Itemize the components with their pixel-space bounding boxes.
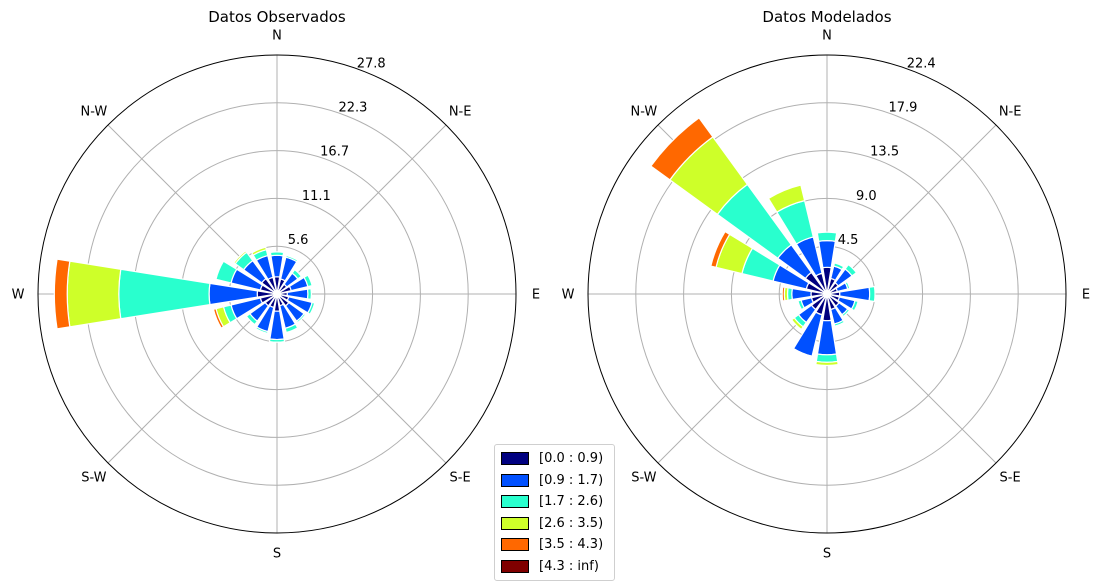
direction-label-n-e: N-E: [999, 104, 1022, 119]
bar-segment-dir247.5-bin2: [797, 299, 806, 311]
legend: [0.0 : 0.9) [0.9 : 1.7) [1.7 : 2.6) [2.6 : …: [494, 444, 615, 581]
radial-tick-label: 5.6: [288, 233, 309, 248]
bar-segment-dir135-bin2: [295, 312, 307, 324]
windrose-panel-1: 5.6 11.1 16.7 22.3 27.8 N N-E E S-E S S-W W N-W Datos…: [12, 8, 541, 562]
direction-label-s: S: [273, 547, 281, 562]
direction-label-e: E: [532, 288, 540, 303]
direction-label-n-w: N-W: [80, 104, 107, 119]
bar-segment-dir22.5-bin2: [833, 262, 845, 271]
legend-entry: [0.0 : 0.9): [501, 448, 614, 470]
direction-label-n-w: N-W: [630, 104, 657, 119]
bar-segment-dir45-bin2: [844, 263, 858, 277]
direction-label-s-e: S-E: [450, 471, 471, 486]
bar-segment-dir90-bin2: [306, 287, 312, 301]
bar-segment-dir202.5-bin2: [255, 326, 269, 335]
bar-segment-dir22.5-bin2: [285, 254, 299, 263]
bar-segment-dir225-bin3: [790, 316, 805, 331]
bar-segment-dir0-bin1: [817, 240, 837, 269]
radial-tick-label: 16.7: [320, 145, 349, 160]
bar-segment-dir112.5-bin2: [850, 300, 859, 312]
legend-swatch: [501, 538, 529, 552]
direction-label-s-w: S-W: [81, 471, 106, 486]
legend-label: [3.5 : 4.3): [539, 537, 604, 553]
bar-segment-dir180-bin1: [816, 319, 838, 356]
chart-title: Datos Modelados: [762, 8, 891, 26]
direction-label-n: N: [272, 29, 282, 44]
radial-tick-label: 11.1: [302, 189, 331, 204]
radial-tick-label: 9.0: [856, 189, 877, 204]
direction-gridline: [107, 293, 278, 464]
direction-label-s-e: S-E: [1000, 471, 1021, 486]
bar-segment-dir0-bin1: [270, 254, 284, 278]
bar-segment-dir90-bin2: [868, 285, 876, 303]
legend-entry: [2.6 : 3.5): [501, 513, 614, 535]
legend-swatch: [501, 495, 529, 509]
bar-segment-dir180-bin3: [815, 360, 839, 367]
legend-entry: [1.7 : 2.6): [501, 491, 614, 513]
direction-label-e: E: [1082, 288, 1090, 303]
bar-segment-dir180-bin2: [268, 338, 286, 343]
direction-gridline: [826, 124, 997, 295]
legend-label: [2.6 : 3.5): [539, 515, 604, 531]
direction-label-s: S: [823, 547, 831, 562]
legend-label: [1.7 : 2.6): [539, 494, 604, 510]
radial-tick-label: 4.5: [838, 233, 859, 248]
bar-segment-dir157.5-bin2: [833, 319, 846, 327]
radial-tick-label: 22.3: [338, 101, 367, 116]
polar-frame: [587, 54, 1067, 534]
bar-segment-dir180-bin2: [815, 353, 839, 363]
bar-segment-dir112.5-bin2: [306, 301, 316, 316]
bar-segment-dir202.5-bin2: [792, 347, 813, 359]
bar-segment-dir315-bin4: [650, 117, 714, 181]
bar-segment-dir247.5-bin4: [212, 307, 225, 329]
radial-tick-label: 17.9: [888, 101, 917, 116]
bar-segment-dir270-bin4: [781, 286, 786, 302]
direction-gridline: [276, 124, 447, 295]
bar-segment-dir270-bin2: [118, 268, 211, 320]
chart-title: Datos Observados: [208, 8, 346, 26]
radial-tick-label: 27.8: [357, 56, 386, 71]
direction-label-n-e: N-E: [449, 104, 472, 119]
bar-segment-dir67.5-bin2: [303, 274, 313, 288]
bar-segment-dir337.5-bin3: [767, 184, 806, 213]
direction-gridline: [276, 293, 447, 464]
bar-segment-dir270-bin3: [66, 260, 122, 328]
bar-segment-dir225-bin2: [245, 312, 259, 326]
bar-segment-dir0-bin2: [269, 251, 285, 257]
bar-segment-dir315-bin3: [233, 250, 248, 265]
legend-label: [0.0 : 0.9): [539, 451, 604, 467]
bar-segment-dir67.5-bin2: [844, 280, 851, 290]
bar-segment-dir292.5-bin4: [710, 230, 731, 269]
legend-entry: [3.5 : 4.3): [501, 534, 614, 556]
legend-swatch: [501, 559, 529, 573]
bars: [53, 246, 316, 343]
legend-swatch: [501, 452, 529, 466]
bar-segment-dir0-bin2: [816, 231, 838, 242]
legend-entry: [4.3 : inf): [501, 556, 614, 578]
bars: [650, 117, 876, 367]
legend-label: [4.3 : inf): [539, 558, 599, 574]
legend-entry: [0.9 : 1.7): [501, 470, 614, 492]
direction-label-n: N: [822, 29, 832, 44]
direction-label-s-w: S-W: [631, 471, 656, 486]
legend-swatch: [501, 516, 529, 530]
bar-segment-dir270-bin1: [791, 287, 812, 301]
bar-segment-dir292.5-bin2: [215, 260, 238, 284]
polar-frame: [37, 54, 517, 534]
bar-segment-dir270-bin4: [53, 258, 71, 330]
legend-swatch: [501, 473, 529, 487]
direction-gridline: [826, 293, 997, 464]
bar-segment-dir45-bin2: [291, 268, 303, 280]
bar-segment-dir135-bin2: [841, 308, 851, 318]
bar-segment-dir337.5-bin3: [251, 246, 268, 256]
windrose-panel-2: 4.5 9.0 13.5 17.9 22.4 N N-E E S-E S S-W W N-W Datos …: [562, 8, 1091, 562]
bar-segment-dir157.5-bin2: [284, 323, 299, 334]
radial-tick-label: 22.4: [907, 56, 936, 71]
direction-label-w: W: [562, 288, 575, 303]
radial-tick-label: 13.5: [870, 145, 899, 160]
direction-label-w: W: [12, 288, 25, 303]
legend-label: [0.9 : 1.7): [539, 472, 604, 488]
